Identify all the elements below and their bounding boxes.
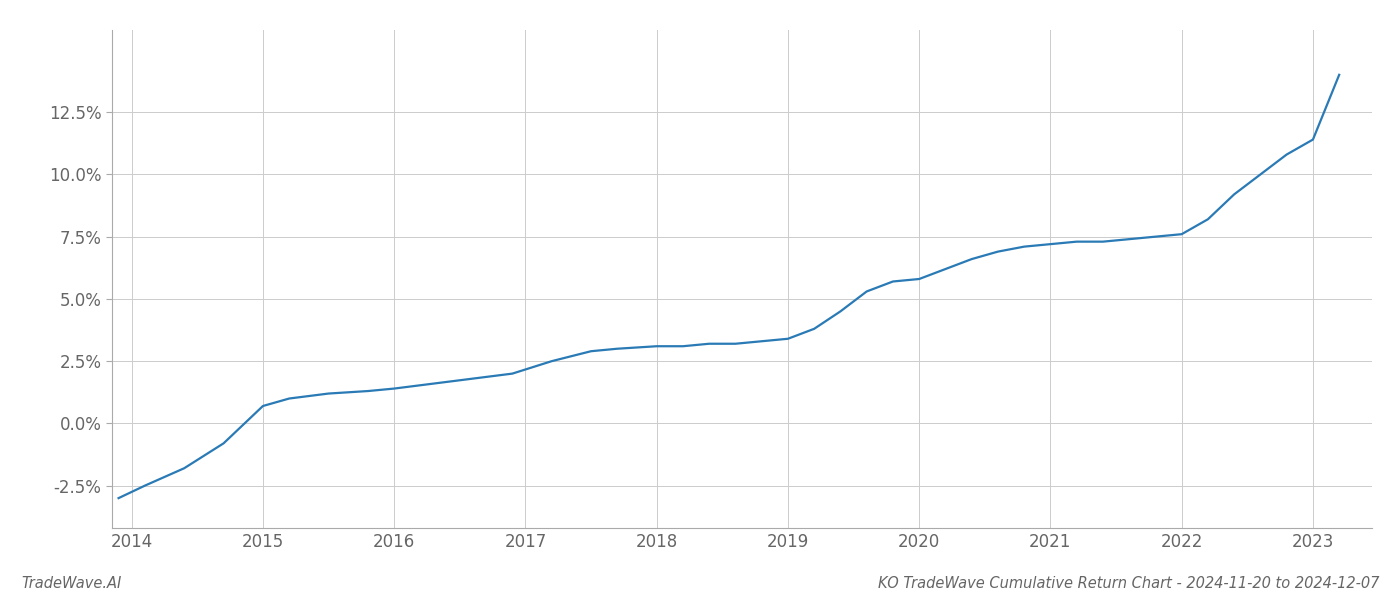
Text: KO TradeWave Cumulative Return Chart - 2024-11-20 to 2024-12-07: KO TradeWave Cumulative Return Chart - 2…	[878, 576, 1379, 591]
Text: TradeWave.AI: TradeWave.AI	[21, 576, 122, 591]
